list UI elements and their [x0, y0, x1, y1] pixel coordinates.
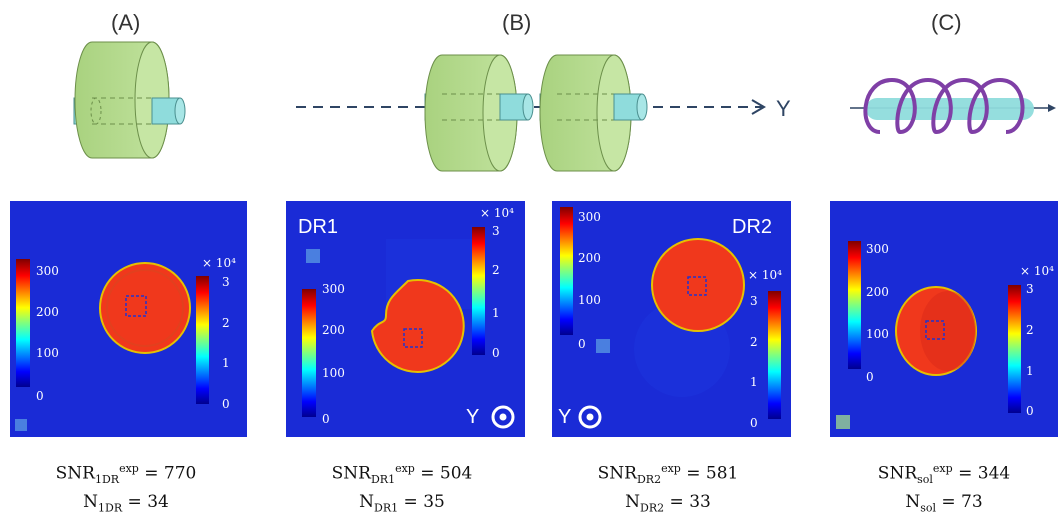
snr-map-dr2: DR2 300 200 100 0 × 10⁴ 3 2 1 0 Y: [552, 201, 791, 437]
svg-text:2: 2: [750, 335, 758, 349]
svg-text:1: 1: [492, 306, 500, 320]
svg-text:× 10⁴: × 10⁴: [748, 268, 782, 282]
svg-text:300: 300: [36, 264, 59, 278]
svg-text:300: 300: [322, 282, 345, 296]
y-axis-label: Y: [776, 96, 791, 121]
svg-text:Y: Y: [466, 406, 479, 428]
svg-text:1: 1: [222, 356, 230, 370]
svg-text:0: 0: [866, 370, 874, 384]
y-axis-arrow: [296, 99, 766, 115]
svg-text:× 10⁴: × 10⁴: [480, 206, 514, 220]
panel-label-a: (A): [111, 10, 141, 35]
svg-text:1: 1: [750, 375, 758, 389]
svg-text:100: 100: [866, 327, 889, 341]
svg-text:200: 200: [322, 323, 345, 337]
formula-dr2: SNRDR2exp = 581 NDR2 = 33: [597, 462, 739, 515]
svg-text:200: 200: [36, 305, 59, 319]
svg-text:300: 300: [578, 210, 601, 224]
snr-map-a: 300 200 100 0 × 10⁴ 3 2 1 0: [10, 201, 247, 437]
svg-text:3: 3: [750, 294, 758, 308]
panel-label-b: (B): [502, 10, 532, 35]
resonator-dr2-diagram: [539, 54, 648, 172]
svg-text:100: 100: [578, 293, 601, 307]
svg-text:0: 0: [36, 389, 44, 403]
svg-text:2: 2: [1026, 323, 1034, 337]
out-of-plane-icon: [578, 405, 602, 429]
resonator-dr1-diagram: [424, 54, 534, 172]
coil-icon: [863, 77, 1025, 134]
svg-text:× 10⁴: × 10⁴: [1020, 264, 1054, 278]
svg-text:200: 200: [866, 285, 889, 299]
svg-text:3: 3: [1026, 282, 1034, 296]
svg-text:3: 3: [492, 224, 500, 238]
map-title-dr2: DR2: [732, 216, 772, 238]
svg-text:0: 0: [578, 337, 586, 351]
snr-map-c: 300 200 100 0 × 10⁴ 3 2 1 0: [830, 201, 1058, 437]
snr-map-dr1: DR1 300 200 100 0 × 10⁴ 3 2 1 0 Y: [286, 201, 525, 437]
svg-text:0: 0: [1026, 404, 1034, 418]
svg-text:0: 0: [750, 416, 758, 430]
svg-text:100: 100: [36, 346, 59, 360]
panel-label-c: (C): [931, 10, 962, 35]
svg-text:2: 2: [492, 263, 500, 277]
formula-c: SNRsolexp = 344 Nsol = 73: [877, 462, 1011, 515]
svg-text:200: 200: [578, 251, 601, 265]
resonator-a-diagram: [73, 41, 186, 159]
svg-text:300: 300: [866, 242, 889, 256]
formula-dr1: SNRDR1exp = 504 NDR1 = 35: [331, 462, 473, 515]
svg-text:100: 100: [322, 366, 345, 380]
svg-text:Y: Y: [558, 406, 571, 428]
svg-text:2: 2: [222, 316, 230, 330]
svg-text:0: 0: [492, 346, 500, 360]
out-of-plane-icon: [491, 405, 515, 429]
solenoid-diagram: [850, 77, 1056, 134]
svg-text:1: 1: [1026, 364, 1034, 378]
svg-text:× 10⁴: × 10⁴: [202, 256, 236, 270]
svg-text:0: 0: [222, 397, 230, 411]
svg-text:3: 3: [222, 275, 230, 289]
formula-a: SNR1DRexp = 770 N1DR = 34: [55, 462, 197, 515]
svg-text:0: 0: [322, 412, 330, 426]
map-title-dr1: DR1: [298, 216, 338, 238]
